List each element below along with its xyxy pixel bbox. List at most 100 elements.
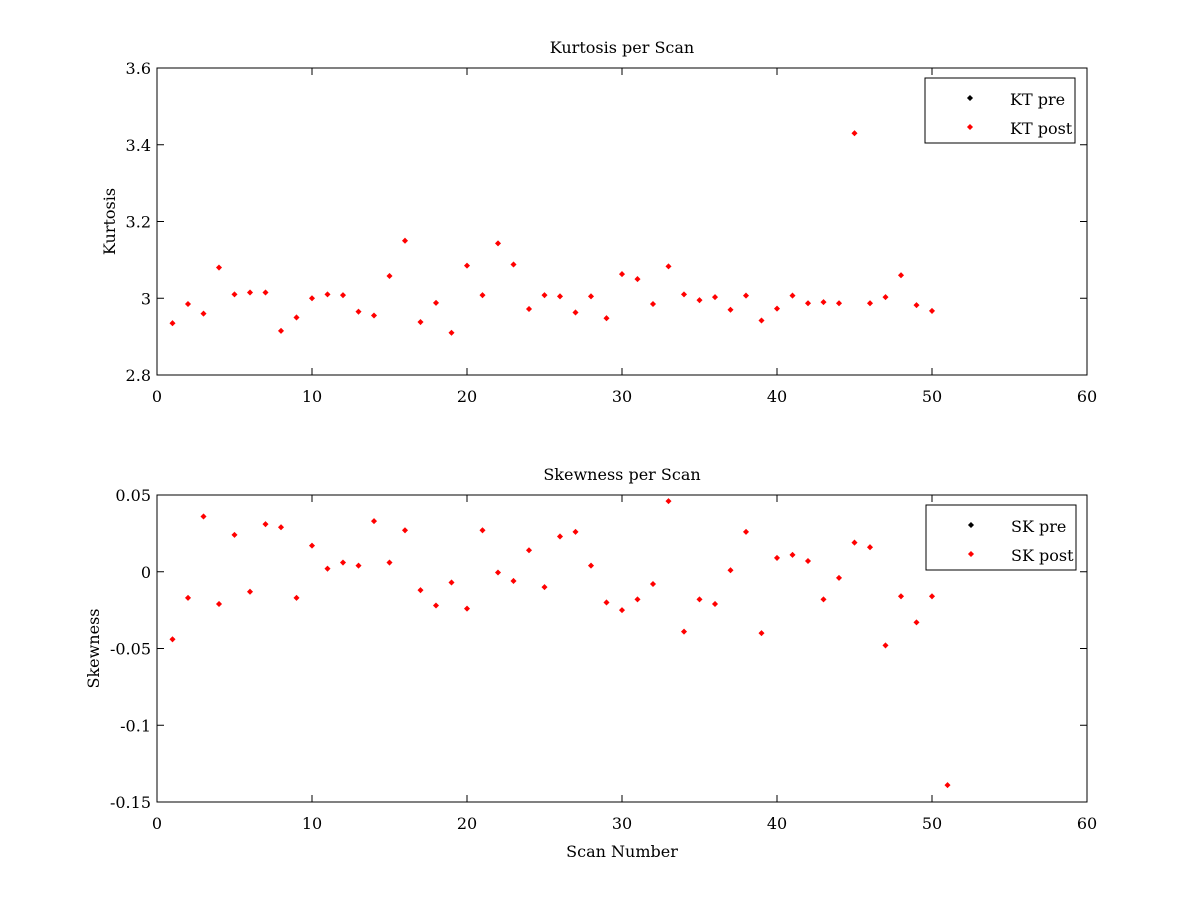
data-point-kt-post <box>246 289 254 296</box>
y-tick-label: 3.2 <box>126 213 151 232</box>
legend-marker <box>967 521 975 529</box>
y-tick-label: -0.15 <box>110 793 151 812</box>
data-point-kt-post <box>324 291 331 298</box>
data-point-sk-post <box>928 593 936 600</box>
x-tick-label: 20 <box>457 387 477 406</box>
data-point-kt-post <box>262 289 269 296</box>
data-point-kt-post <box>897 272 905 279</box>
chart-title: Kurtosis per Scan <box>550 38 694 57</box>
data-point-kt-post <box>494 240 502 247</box>
data-point-sk-post <box>231 531 238 538</box>
data-point-sk-post <box>463 605 471 612</box>
data-point-sk-post <box>773 554 781 561</box>
data-point-kt-post <box>417 319 424 326</box>
data-point-kt-post <box>432 299 440 306</box>
legend-box <box>925 504 1077 571</box>
x-tick-label: 50 <box>922 814 942 833</box>
data-point-sk-post <box>572 528 579 535</box>
data-point-sk-post <box>804 557 812 565</box>
data-point-kt-post <box>169 320 176 327</box>
legend-box <box>924 77 1076 144</box>
data-point-kt-post <box>184 300 192 308</box>
data-point-kt-post <box>556 293 564 300</box>
y-tick-label: -0.05 <box>110 640 151 659</box>
data-point-kt-post <box>680 291 688 298</box>
data-point-sk-post <box>448 579 455 586</box>
data-point-kt-post <box>293 314 300 321</box>
data-point-kt-post <box>866 300 874 307</box>
data-point-sk-post <box>370 518 378 525</box>
data-point-sk-post <box>510 577 517 584</box>
y-tick-label: 0.05 <box>115 486 151 505</box>
legend: SK pre SK post <box>925 504 1077 571</box>
x-tick-label: 10 <box>302 387 322 406</box>
y-axis-label: Kurtosis <box>100 188 119 255</box>
data-point-kt-post <box>758 317 765 324</box>
data-point-kt-post <box>541 292 548 299</box>
data-point-kt-post <box>355 308 362 315</box>
data-point-sk-post <box>665 498 672 505</box>
y-axis-label: Skewness <box>84 608 103 688</box>
data-point-sk-post <box>293 594 300 601</box>
data-point-kt-post <box>882 294 889 301</box>
data-point-sk-post <box>215 600 223 608</box>
data-point-kt-post <box>913 302 920 309</box>
x-tick-label: 50 <box>922 387 942 406</box>
legend: KT pre KT post <box>924 77 1076 144</box>
data-point-kt-post <box>665 263 672 270</box>
data-point-kt-post <box>696 297 703 304</box>
data-point-sk-post <box>277 524 285 531</box>
chart-panel-2: 0 10 20 30 40 50 60 -0.15 -0.1 -0.05 0 0.05 Skewness… <box>84 465 1097 861</box>
data-point-kt-post <box>587 293 595 300</box>
x-tick-label: 10 <box>302 814 322 833</box>
x-tick-label: 0 <box>152 387 162 406</box>
data-point-kt-post <box>215 264 223 271</box>
x-tick-label: 20 <box>457 814 477 833</box>
data-point-sk-post <box>711 600 719 608</box>
x-tick-label: 40 <box>767 814 787 833</box>
data-point-kt-post <box>510 261 517 268</box>
data-point-kt-post <box>649 300 657 308</box>
data-point-kt-post <box>851 130 858 137</box>
legend-marker <box>966 123 974 131</box>
data-point-kt-post <box>789 292 796 299</box>
data-point-sk-post <box>262 521 269 528</box>
data-point-kt-post <box>386 272 393 280</box>
data-point-sk-post <box>494 569 502 576</box>
data-point-sk-post <box>386 559 393 566</box>
data-point-sk-post <box>587 562 595 569</box>
legend-entry: KT pre <box>1010 90 1065 109</box>
data-point-sk-post <box>479 527 486 534</box>
chart-panel-1: 0 10 20 30 40 50 60 2.8 3 3.2 3.4 3.6 Kurtosis per S… <box>100 38 1097 406</box>
data-point-sk-post <box>324 565 331 572</box>
data-point-kt-post <box>339 292 347 299</box>
data-point-sk-post <box>556 533 564 540</box>
data-point-sk-post <box>789 551 796 558</box>
data-point-sk-post <box>541 584 548 591</box>
y-tick-label: 0 <box>141 563 151 582</box>
data-point-sk-post <box>835 574 843 581</box>
x-tick-label: 40 <box>767 387 787 406</box>
data-point-kt-post <box>928 307 936 314</box>
data-point-sk-post <box>184 594 192 601</box>
x-tick-label: 0 <box>152 814 162 833</box>
data-point-sk-post <box>913 619 920 626</box>
data-point-kt-post <box>277 327 285 334</box>
data-point-sk-post <box>246 588 254 595</box>
data-point-sk-post <box>308 542 316 549</box>
data-point-kt-post <box>773 305 781 312</box>
data-point-sk-post <box>603 599 610 606</box>
x-tick-label: 30 <box>612 387 632 406</box>
data-point-kt-post <box>401 237 409 244</box>
data-point-sk-post <box>727 567 734 574</box>
data-point-kt-post <box>572 309 579 316</box>
chart-title: Skewness per Scan <box>543 465 700 484</box>
data-point-kt-post <box>618 271 626 278</box>
data-point-kt-post <box>603 315 610 322</box>
data-point-kt-post <box>525 305 533 313</box>
legend-entry: SK pre <box>1011 517 1066 536</box>
data-point-sk-post <box>634 596 641 603</box>
y-tick-label: 3.4 <box>126 136 151 155</box>
data-point-kt-post <box>200 310 207 317</box>
data-point-kt-post <box>820 299 827 306</box>
